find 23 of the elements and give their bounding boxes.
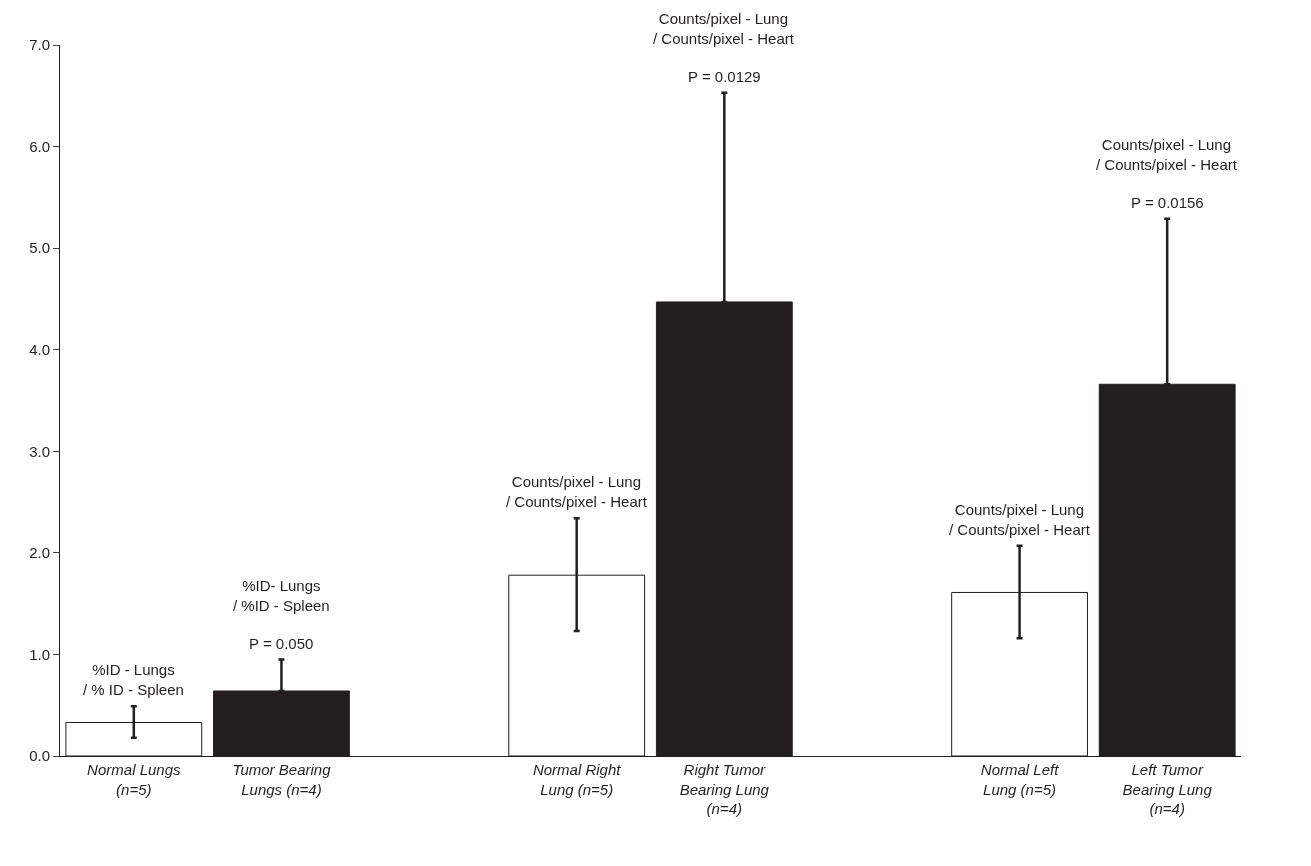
annotation: Counts/pixel - Lung / Counts/pixel - Heart: [949, 501, 1091, 538]
x-tick-label: Normal Lungs (n=5): [87, 761, 181, 798]
y-tick-label: 6.0: [29, 137, 50, 155]
x-tick-label: Normal Right Lung (n=5): [532, 761, 622, 798]
y-tick-label: 0.0: [29, 747, 50, 765]
y-tick-label: 4.0: [29, 340, 50, 358]
annotation: P = 0.0156: [1131, 194, 1204, 211]
annotation: P = 0.0129: [688, 68, 761, 85]
annotation: Counts/pixel - Lung / Counts/pixel - Heart: [506, 473, 648, 510]
annotation: P = 0.050: [249, 635, 314, 652]
annotation: %ID- Lungs / %ID - Spleen: [233, 577, 330, 614]
x-tick-label: Left Tumor Bearing Lung (n=4): [1122, 761, 1213, 817]
x-tick-label: Right Tumor Bearing Lung (n=4): [679, 761, 770, 817]
annotation: %ID - Lungs / % ID - Spleen: [83, 661, 184, 698]
y-tick-label: 2.0: [29, 544, 50, 562]
x-tick-label: Tumor Bearing Lungs (n=4): [232, 761, 332, 798]
x-tick-label: Normal Left Lung (n=5): [980, 761, 1060, 798]
y-tick-label: 3.0: [29, 442, 50, 460]
annotation: Counts/pixel - Lung / Counts/pixel - Heart: [1096, 136, 1238, 173]
y-tick-label: 5.0: [29, 239, 50, 257]
y-tick-label: 7.0: [29, 36, 50, 54]
annotation: Counts/pixel - Lung / Counts/pixel - Heart: [653, 10, 795, 47]
y-tick-label: 1.0: [29, 645, 50, 663]
